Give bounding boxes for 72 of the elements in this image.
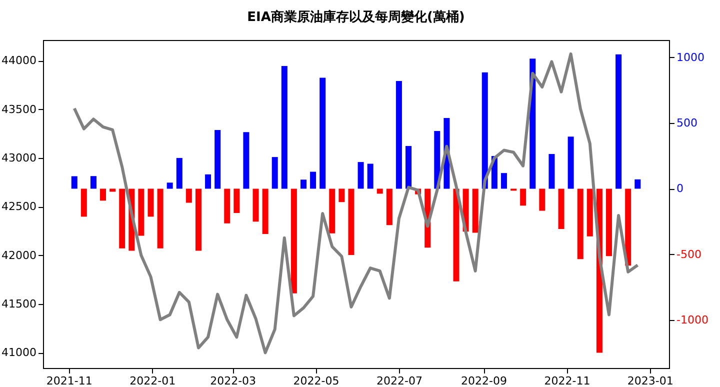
bar xyxy=(376,188,383,194)
x-tick-label: 2022-05 xyxy=(293,374,340,387)
x-tick-label: 2022-07 xyxy=(376,374,422,387)
bar xyxy=(90,176,96,189)
bar xyxy=(500,173,507,189)
bar xyxy=(195,188,202,251)
bar xyxy=(80,188,87,217)
line-series xyxy=(72,52,640,354)
bar xyxy=(568,136,574,189)
y-tick-label: 41000 xyxy=(2,346,36,360)
y-tick-label: 43500 xyxy=(2,102,36,116)
bar xyxy=(262,188,268,234)
y2-tick-label: -500 xyxy=(676,248,702,261)
bar xyxy=(272,157,278,189)
y-tick-label: 43000 xyxy=(2,152,36,165)
y-tick-label: 42000 xyxy=(2,248,36,262)
bar xyxy=(577,188,584,260)
x-tick-label: 2022-03 xyxy=(210,374,256,387)
y-tick-label: 42500 xyxy=(2,200,36,214)
bar xyxy=(300,180,306,189)
bar xyxy=(71,176,78,189)
bar xyxy=(616,54,622,189)
bar xyxy=(157,188,164,248)
bar xyxy=(176,158,182,189)
y2-tick-label: 0 xyxy=(676,182,684,196)
bar xyxy=(606,188,612,256)
x-tick-label: 2022-01 xyxy=(130,374,176,387)
bar xyxy=(367,164,374,189)
bar xyxy=(472,188,478,233)
bar xyxy=(320,78,326,189)
bar xyxy=(110,188,116,192)
bar xyxy=(539,188,546,211)
bar xyxy=(281,66,288,189)
bar xyxy=(482,72,488,189)
bar xyxy=(548,154,555,189)
bar xyxy=(406,146,412,189)
x-tick-label: 2022-11 xyxy=(544,374,590,387)
bar xyxy=(396,80,402,189)
y2-tick-label: -1000 xyxy=(676,314,708,327)
bar xyxy=(329,188,336,234)
y-tick-label: 44000 xyxy=(2,54,36,68)
bar xyxy=(148,188,154,217)
bar xyxy=(358,162,364,189)
bar xyxy=(520,188,526,206)
bar xyxy=(290,188,297,294)
x-tick-label: 2022-09 xyxy=(461,374,508,387)
bar xyxy=(119,188,126,248)
bar xyxy=(224,188,230,224)
y2-tick-label: 1000 xyxy=(676,50,704,64)
bar xyxy=(338,188,345,202)
x-tick-label: 2023-01 xyxy=(627,374,674,387)
bar xyxy=(100,188,106,201)
bar xyxy=(386,188,392,226)
bar xyxy=(166,182,173,189)
bar xyxy=(138,188,144,236)
y2-tick-label: 500 xyxy=(676,116,698,130)
x-tick-label: 2021-11 xyxy=(46,374,92,387)
bar xyxy=(234,188,240,213)
bar xyxy=(186,188,192,203)
y-tick-label: 41500 xyxy=(2,298,36,311)
bar xyxy=(453,188,460,282)
bar xyxy=(348,188,354,256)
bar xyxy=(558,188,564,230)
chart-title: EIA商業原油庫存以及每周變化(萬桶) xyxy=(247,9,465,25)
bar xyxy=(252,188,259,222)
bar xyxy=(310,172,316,189)
bar xyxy=(634,179,641,189)
bar xyxy=(625,188,632,266)
bar xyxy=(586,188,593,236)
bar xyxy=(214,130,221,189)
bar xyxy=(243,132,250,189)
bar xyxy=(205,174,212,189)
